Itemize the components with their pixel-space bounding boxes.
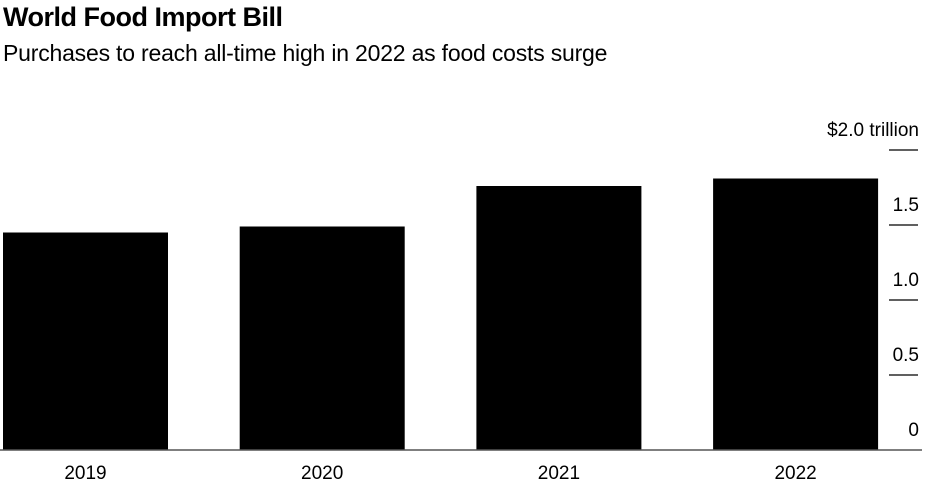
x-tick-label-2019: 2019 [64,463,106,484]
y-tick-label-2: 1.0 [893,270,919,291]
bar-2020 [239,226,405,450]
y-tick-label-4: $2.0 trillion [827,120,919,141]
bar-2021 [476,186,642,450]
y-tick-label-1: 0.5 [893,345,919,366]
chart-title: World Food Import Bill [3,2,283,32]
x-tick-label-2021: 2021 [538,463,580,484]
x-tick-label-2020: 2020 [301,463,343,484]
bar-2019 [3,232,168,450]
chart-subtitle: Purchases to reach all-time high in 2022… [3,40,608,66]
x-tick-label-2022: 2022 [774,463,816,484]
bar-2022 [713,178,879,450]
y-tick-label-3: 1.5 [893,195,919,216]
y-tick-label-0: 0 [908,420,919,441]
